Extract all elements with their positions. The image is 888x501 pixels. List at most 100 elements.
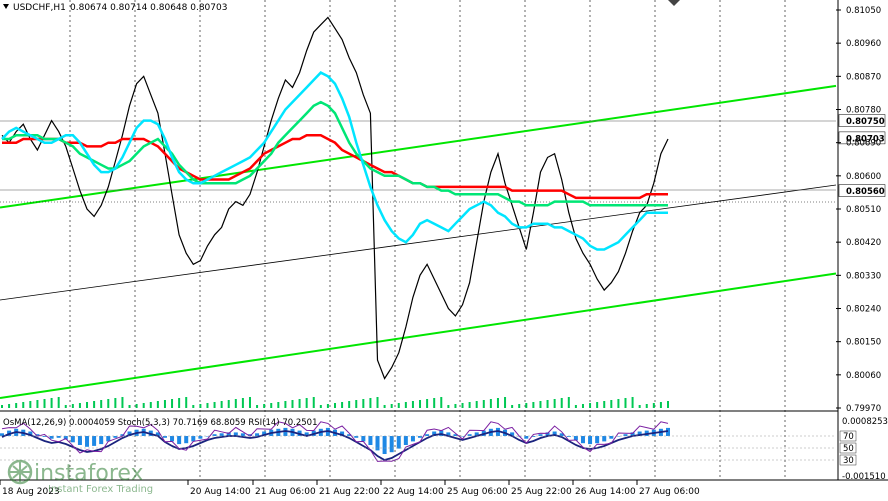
osma-bar (432, 431, 437, 436)
volume-bar (560, 398, 563, 408)
osma-bar (70, 436, 75, 443)
price-badge (838, 131, 886, 145)
osma-bar (573, 436, 578, 441)
volume-bar (326, 404, 329, 408)
time-tick-label: 21 Aug 22:00 (319, 487, 380, 497)
osma-bar (460, 436, 465, 437)
volume-bar (525, 403, 528, 408)
price-tick-label: 0.80330 (846, 271, 881, 281)
volume-bar (482, 400, 485, 408)
volume-bar (468, 402, 471, 408)
volume-bar (369, 398, 372, 408)
osma-bar (49, 436, 54, 439)
osma-bar (666, 427, 670, 436)
volume-bar (220, 401, 223, 408)
price-badge-label: 0.80703 (846, 134, 885, 144)
osma-bar (283, 427, 288, 436)
volume-bar (567, 397, 570, 408)
price-badges: 0.80750 0.80703 0.80560 (838, 114, 886, 197)
osma-bar (42, 436, 47, 437)
volume-bar (263, 404, 266, 408)
volume-bar (518, 404, 521, 408)
indicator-axis: 0.0008253 -0.001510 70 50 30 (839, 417, 888, 482)
osma-bar (85, 436, 90, 447)
volume-bar (645, 404, 648, 408)
osma-bar (403, 436, 408, 445)
volume-bar (199, 404, 202, 408)
osma-bar (495, 427, 500, 436)
indicator-label: OsMA(12,26,9) 0.0004059 Stoch(5,3,3) 70.… (3, 418, 317, 428)
osma-bar (155, 432, 160, 436)
volume-bar (192, 405, 195, 408)
volume-bar (29, 401, 32, 408)
volume-bar (433, 398, 436, 408)
volume-bar (156, 401, 159, 408)
volume-bar (270, 403, 273, 408)
price-tick-label: 0.80150 (846, 338, 881, 348)
time-tick-label: 22 Aug 14:00 (383, 487, 444, 497)
symbol-dropdown-icon[interactable] (3, 4, 9, 9)
indicator-tick-label: 0.0008253 (842, 417, 888, 427)
volume-bar (64, 405, 67, 408)
osma-bar (545, 432, 550, 436)
volume-bar (475, 401, 478, 408)
price-tick-label: 0.80240 (846, 305, 881, 315)
volume-bar (284, 401, 287, 408)
volume-bar (631, 397, 634, 408)
osma-bar (120, 434, 125, 436)
volume-bar (8, 404, 11, 408)
volume-bar (241, 398, 244, 408)
volume-bar (305, 398, 308, 408)
osma-bar (566, 436, 571, 437)
osma-bar (56, 436, 61, 438)
volume-bar (489, 399, 492, 408)
osma-bar (389, 436, 394, 453)
osma-bar (595, 436, 600, 444)
osma-bar (382, 436, 387, 454)
osma-bar (552, 431, 557, 436)
volume-bar (667, 401, 669, 408)
volume-bar (121, 397, 124, 408)
stoch-level-label: 50 (843, 444, 854, 454)
stoch-level-label: 70 (843, 432, 854, 442)
volume-bar (355, 400, 358, 408)
osma-bar (580, 436, 585, 444)
volume-bar (43, 399, 46, 408)
volume-bars (1, 397, 669, 408)
osma-bar (531, 436, 536, 437)
price-tick-label: 0.80600 (846, 172, 881, 182)
volume-bar (348, 401, 351, 408)
osma-bar (304, 432, 309, 436)
indicator-tick-label: -0.001510 (842, 472, 886, 482)
osma-bar (325, 427, 330, 436)
volume-bar (234, 399, 237, 408)
volume-bar (291, 400, 294, 408)
volume-bar (447, 405, 450, 408)
volume-bar (171, 399, 174, 408)
osma-bar (77, 436, 82, 445)
osma-bar (340, 431, 345, 436)
osma-histogram (0, 421, 836, 462)
volume-bar (574, 405, 577, 408)
osma-bar (616, 436, 621, 437)
volume-bar (128, 405, 131, 408)
volume-bar (532, 402, 535, 408)
volume-bar (86, 402, 89, 408)
channel-line (0, 272, 837, 400)
shift-marker-icon[interactable] (668, 0, 680, 6)
osma-bar (524, 436, 529, 439)
volume-bar (546, 400, 549, 408)
volume-bar (135, 404, 138, 408)
osma-bar (453, 434, 458, 436)
volume-bar (71, 404, 74, 408)
osma-bar (262, 431, 267, 436)
volume-bar (142, 403, 145, 408)
volume-bar (334, 403, 336, 408)
moving-average-line (2, 134, 668, 200)
volume-bar (638, 405, 641, 408)
price-badge (838, 184, 886, 197)
watermark-tagline: Instant Forex Trading (48, 484, 153, 495)
volume-bar (50, 398, 53, 408)
osma-bar (474, 432, 479, 436)
